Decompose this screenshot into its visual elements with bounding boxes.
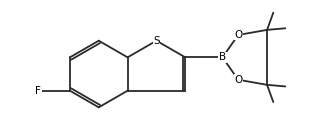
Text: O: O — [234, 75, 242, 85]
Text: S: S — [153, 36, 160, 46]
Text: F: F — [35, 86, 41, 96]
Text: B: B — [219, 52, 226, 62]
Text: O: O — [234, 30, 242, 40]
